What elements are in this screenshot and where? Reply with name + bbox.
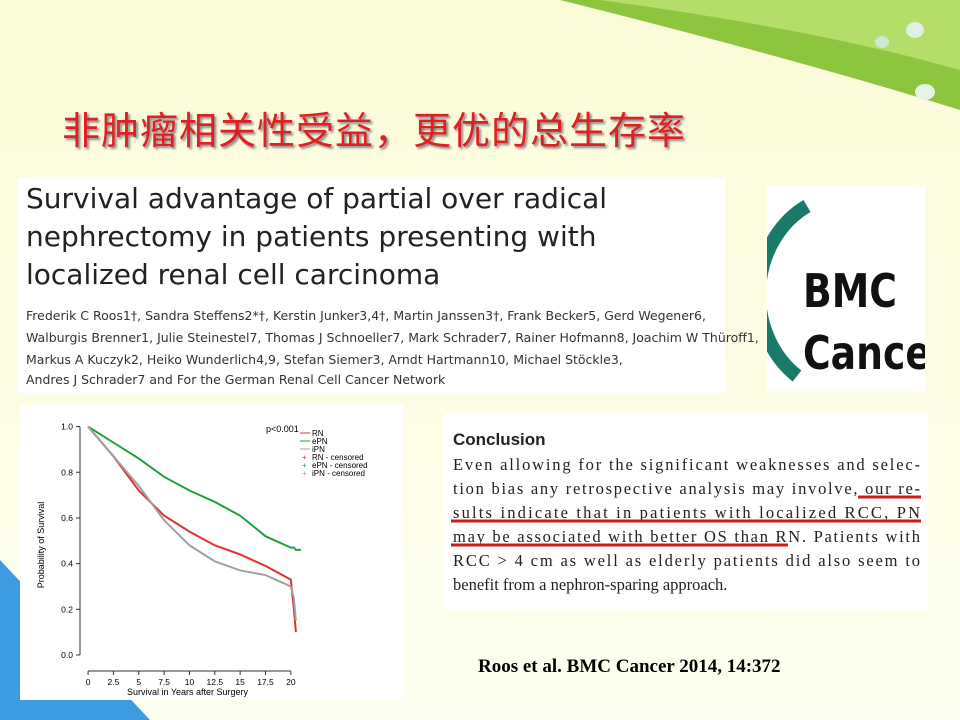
annotation: p<0.001 bbox=[266, 424, 299, 434]
survival-line bbox=[87, 425, 301, 551]
conclusion-heading: Conclusion bbox=[453, 430, 546, 449]
legend-label: RN bbox=[312, 429, 324, 438]
x-tick-label: 2.5 bbox=[108, 677, 120, 687]
conclusion-line: benefit from a nephron-sparing approach. bbox=[453, 575, 727, 594]
legend-marker: + bbox=[302, 453, 307, 462]
authors: Frederik C Roos1†, Sandra Steffens2*†, K… bbox=[26, 308, 706, 323]
x-tick-label: 5 bbox=[136, 677, 141, 687]
x-tick-label: 0 bbox=[86, 677, 91, 687]
y-axis-label: Probability of Survival bbox=[36, 502, 46, 589]
survival-line bbox=[87, 425, 297, 621]
logo-text: BMC bbox=[803, 264, 897, 318]
legend-label: iPN bbox=[312, 445, 325, 454]
slide-title: 非肿瘤相关性受益，更优的总生存率 bbox=[62, 109, 687, 153]
conclusion-box: Conclusion Even allowing for the signifi… bbox=[443, 413, 928, 610]
journal-logo: BMC Cancer bbox=[767, 186, 925, 391]
conclusion-line: Even allowing for the significant weakne… bbox=[453, 455, 920, 474]
article-header: Survival advantage of partial over radic… bbox=[18, 178, 759, 393]
legend-label: ePN bbox=[312, 437, 328, 446]
y-tick-label: 0.8 bbox=[61, 467, 73, 477]
legend-marker: + bbox=[302, 461, 307, 470]
survival-chart: 1.0 0.8 0.6 0.4 0.2 0.0 0 2.5 5 7.5 10 12.5 15 17.5 20… bbox=[20, 405, 403, 700]
y-tick-label: 1.0 bbox=[61, 422, 73, 432]
survival-line bbox=[87, 425, 297, 633]
citation: Roos et al. BMC Cancer 2014, 14:372 bbox=[478, 656, 781, 677]
legend-label: RN - censored bbox=[312, 453, 364, 462]
conclusion-line: may be associated with better OS than RN… bbox=[453, 527, 921, 546]
authors: Markus A Kuczyk2, Heiko Wunderlich4,9, S… bbox=[26, 352, 623, 367]
legend-label: iPN - censored bbox=[312, 469, 365, 478]
highlight-underline bbox=[451, 495, 921, 547]
authors: Andres J Schrader7 and For the German Re… bbox=[26, 372, 446, 387]
article-title: nephrectomy in patients presenting with bbox=[26, 220, 597, 253]
conclusion-line: RCC > 4 cm as well as elderly patients d… bbox=[453, 551, 920, 570]
x-tick-label: 10 bbox=[185, 677, 195, 687]
y-tick-label: 0.2 bbox=[61, 604, 73, 614]
y-tick-label: 0.6 bbox=[61, 513, 73, 523]
conclusion-line: tion bias any retrospective analysis may… bbox=[453, 479, 920, 498]
legend-marker: + bbox=[302, 469, 307, 478]
conclusion-line: sults indicate that in patients with loc… bbox=[453, 503, 920, 522]
conclusion: Conclusion Even allowing for the signifi… bbox=[451, 430, 921, 594]
x-tick-label: 15 bbox=[235, 677, 245, 687]
article-title: Survival advantage of partial over radic… bbox=[26, 182, 608, 215]
x-tick-label: 7.5 bbox=[158, 677, 170, 687]
x-tick-label: 20 bbox=[286, 677, 296, 687]
x-tick-label: 17.5 bbox=[257, 677, 274, 687]
authors: Walburgis Brenner1, Julie Steinestel7, T… bbox=[26, 330, 759, 345]
article-title: localized renal cell carcinoma bbox=[26, 258, 441, 291]
legend-label: ePN - censored bbox=[312, 461, 368, 470]
y-tick-label: 0.0 bbox=[61, 650, 73, 660]
logo-text: Cancer bbox=[803, 326, 925, 380]
x-axis-label: Survival in Years after Surgery bbox=[127, 687, 249, 697]
chart: 1.0 0.8 0.6 0.4 0.2 0.0 0 2.5 5 7.5 10 12.5 15 17.5 20… bbox=[36, 422, 368, 697]
y-tick-label: 0.4 bbox=[61, 559, 73, 569]
logo-arc bbox=[767, 199, 811, 382]
x-tick-label: 12.5 bbox=[207, 677, 224, 687]
